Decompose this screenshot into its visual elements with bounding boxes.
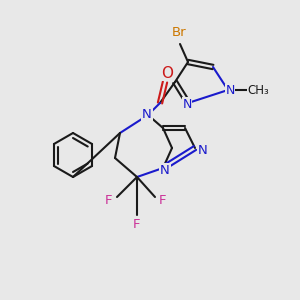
Text: F: F [133,218,141,232]
Text: N: N [182,98,192,110]
Text: Br: Br [172,26,186,40]
Text: O: O [161,65,173,80]
Text: N: N [142,107,152,121]
Text: N: N [225,85,235,98]
Text: F: F [159,194,167,206]
Text: CH₃: CH₃ [247,83,269,97]
Text: N: N [160,164,170,176]
Text: N: N [198,145,208,158]
Text: F: F [105,194,113,206]
